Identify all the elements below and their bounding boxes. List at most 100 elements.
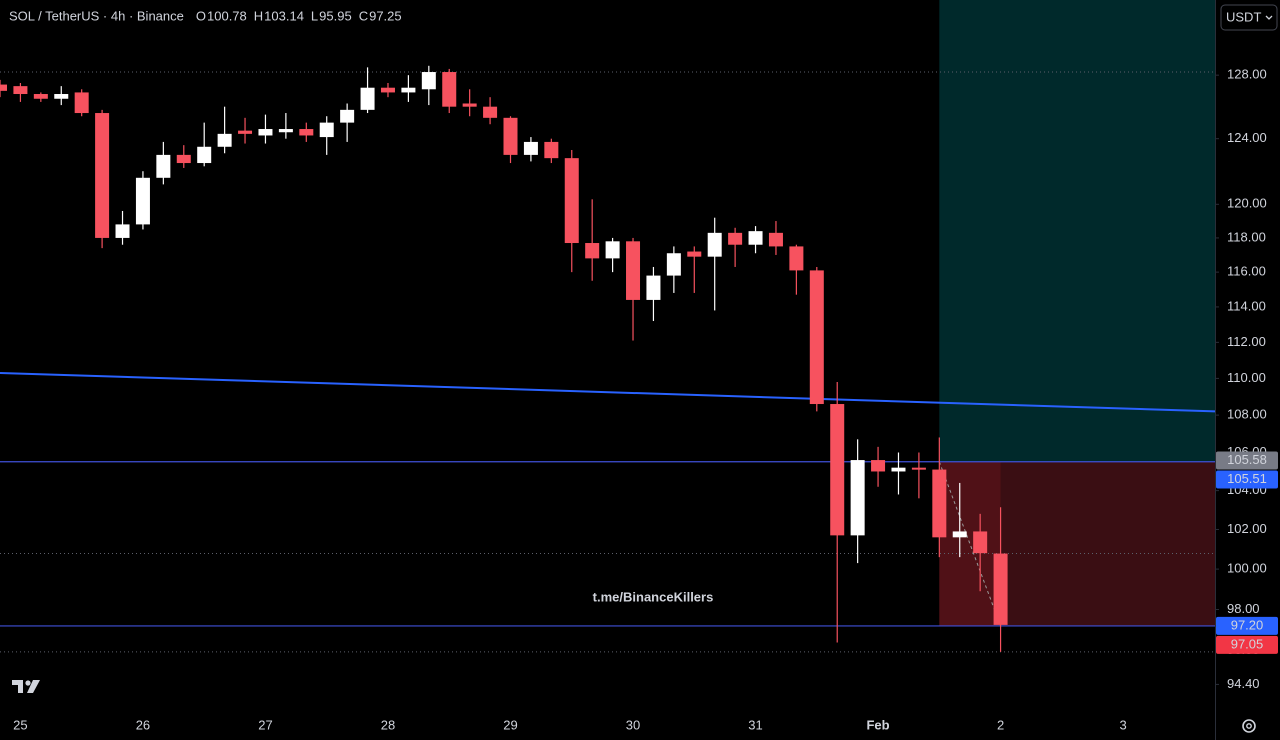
candle-body [0,84,7,91]
candle-body [523,141,538,155]
x-tick-label: 31 [748,717,762,732]
candle-body [197,146,212,164]
candle-body [666,253,681,276]
ohlc-key: H [254,8,263,23]
candle-body [299,129,314,136]
ohlc-key: O [196,8,206,23]
ohlc-value: 103.14 [264,8,304,23]
x-tick-label: 30 [626,717,640,732]
y-tick-label: 116.00 [1227,264,1266,279]
candle-body [33,94,48,99]
ohlc-key: C [359,8,368,23]
symbol-title: SOL / TetherUS · 4h · Binance [9,8,184,23]
position-path [938,461,1002,627]
x-tick-label: 25 [13,717,27,732]
currency-label: USDT [1226,9,1261,24]
y-tick-label: 98.00 [1227,601,1260,616]
candle-body [891,467,906,472]
candle-body [748,231,763,245]
y-tick-label: 118.00 [1227,229,1266,244]
candle-body [585,243,600,259]
candle-body [319,122,334,138]
candle-body [973,531,988,554]
candle-body [993,553,1008,625]
candle-body [176,154,191,164]
x-tick-label: 27 [258,717,272,732]
candle-body [687,251,702,257]
plot-area: t.me/BinanceKillers [0,0,1216,653]
y-tick-label: 124.00 [1227,130,1267,145]
candle-body [830,404,845,536]
candle-body [809,270,824,405]
ohlc-key: L [311,8,318,23]
candle-body [135,177,150,225]
y-tick-label: 120.00 [1227,196,1267,211]
candle-body [728,232,743,245]
y-tick-label: 108.00 [1227,407,1267,422]
x-tick-label: 26 [136,717,150,732]
candle-body [626,241,641,300]
candle-body [278,129,293,133]
y-tick-label: 114.00 [1227,298,1266,313]
candle-body [768,232,783,247]
price-tag-label: 97.05 [1231,636,1264,651]
y-tick-label: 112.00 [1227,334,1266,349]
x-tick-label: Feb [866,717,889,732]
candle-body [54,94,69,99]
price-tag-label: 97.20 [1231,617,1264,632]
candle-body [911,467,926,470]
price-tag-label: 105.51 [1227,471,1267,486]
watermark: t.me/BinanceKillers [593,589,714,604]
candle-body [258,129,273,136]
candle-body [605,241,620,259]
price-tag [1216,451,1278,470]
x-tick-label: 3 [1119,717,1126,732]
candle-body [340,109,355,123]
candle-body [360,87,375,110]
price-tag [1216,470,1278,489]
candle-body [421,72,436,90]
candle-body [380,87,395,93]
candle-body [217,133,232,147]
candle-body [401,87,416,93]
y-tick-label: 102.00 [1227,521,1267,536]
candle-body [871,460,886,472]
candle-body [13,86,28,95]
currency-button[interactable]: USDT [1220,4,1278,31]
ohlc-value: 100.78 [207,8,247,23]
candle-body [952,531,967,538]
tradingview-logo [12,680,40,693]
y-tick-label: 94.40 [1227,676,1260,691]
y-tick-label: 100.00 [1227,561,1267,576]
candle-body [156,154,171,178]
candle-body [238,130,253,134]
candle-body [483,106,498,118]
price-tag-label: 105.58 [1227,452,1267,467]
settings-icon[interactable] [1242,719,1256,733]
candle-body [564,158,579,244]
candle-body [789,246,804,271]
ohlc-value: 95.95 [319,8,352,23]
y-tick-label: 110.00 [1227,370,1266,385]
trendline [0,371,1216,413]
candle-body [115,224,130,238]
x-tick-label: 28 [381,717,395,732]
x-tick-label: 29 [503,717,517,732]
candle-body [850,460,865,536]
candle-body [503,117,518,155]
candle-body [646,275,661,300]
candle-body [707,232,722,257]
candle-body [74,92,89,114]
candle-body [932,469,947,538]
x-tick-label: 2 [997,717,1004,732]
position-profit-zone [939,0,1215,462]
price-tag [1216,635,1278,654]
candle-body [95,113,110,238]
y-tick-label: 128.00 [1227,67,1267,82]
price-tag [1216,616,1278,635]
candle-body [442,72,457,107]
ohlc-value: 97.25 [369,8,402,23]
candle-body [544,141,559,159]
